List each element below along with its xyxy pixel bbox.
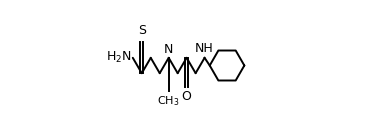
Text: O: O <box>182 90 192 103</box>
Text: N: N <box>164 43 173 56</box>
Text: NH: NH <box>195 42 214 55</box>
Text: CH$_3$: CH$_3$ <box>157 94 180 108</box>
Text: S: S <box>138 24 146 37</box>
Text: H$_2$N: H$_2$N <box>106 50 132 65</box>
